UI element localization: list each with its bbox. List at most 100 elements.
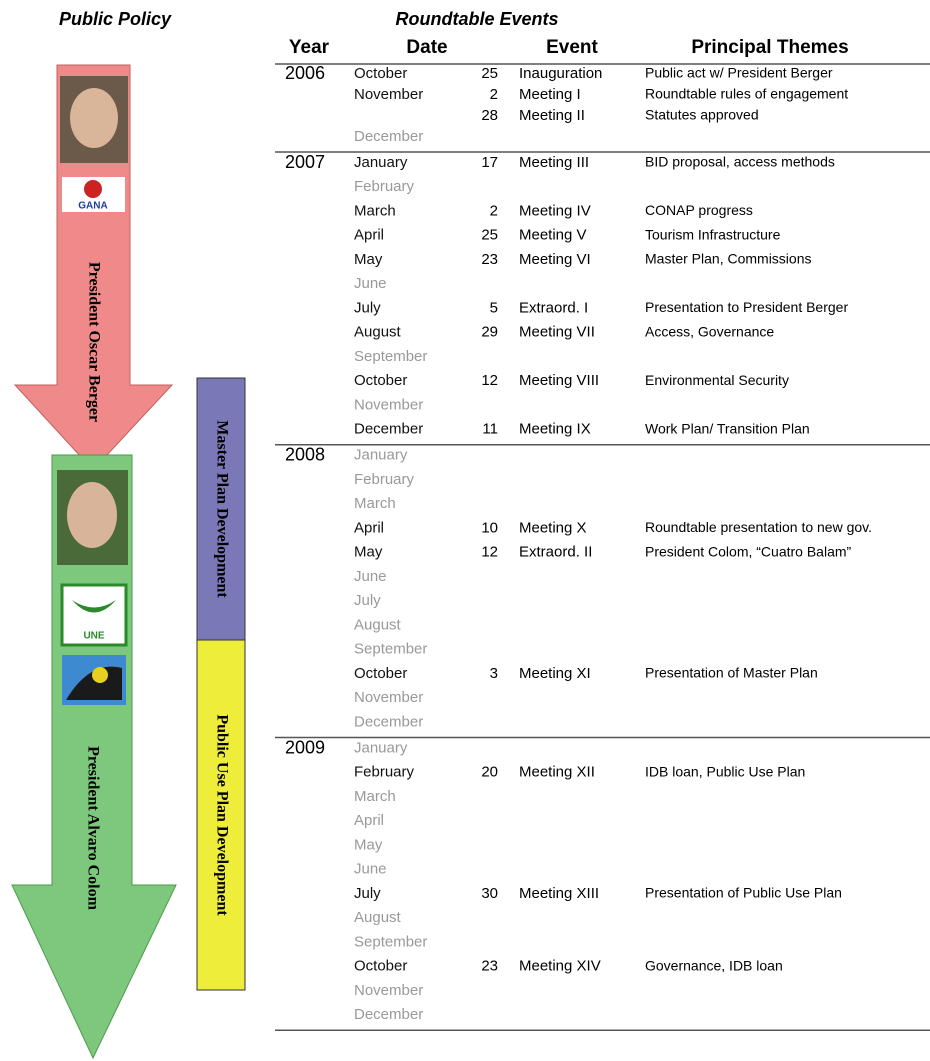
month: February [354,764,415,781]
theme: Access, Governance [645,323,774,339]
year: 2008 [285,445,325,465]
master-plan-label: Master Plan Development [213,420,230,598]
day: 2 [490,202,498,219]
event: Extraord. II [519,544,592,561]
theme: Presentation of Public Use Plan [645,885,842,901]
left-title: Public Policy [59,9,172,29]
right-title: Roundtable Events [395,9,558,29]
month: November [354,86,423,103]
month: June [354,861,387,878]
event: Meeting VIII [519,372,599,389]
theme: Roundtable rules of engagement [645,86,848,102]
column-header: Year [289,37,330,58]
month: August [354,616,402,633]
column-header: Principal Themes [691,37,848,58]
une-logo [60,583,128,647]
day: 25 [481,65,498,82]
event: Meeting VII [519,324,595,341]
event: Meeting IV [519,202,591,219]
year: 2007 [285,152,325,172]
event: Meeting V [519,227,587,244]
day: 29 [481,324,498,341]
une-text: UNE [83,631,104,642]
month: February [354,471,415,488]
event: Extraord. I [519,299,588,316]
colom-label: President Alvaro Colom [84,746,101,911]
month: September [354,641,427,658]
column-header: Date [406,37,447,58]
month: October [354,65,407,82]
month: November [354,689,423,706]
year: 2009 [285,737,325,757]
theme: CONAP progress [645,202,753,218]
month: November [354,982,423,999]
berger-arrow [13,64,174,471]
colom-arrow [11,454,177,1060]
month: December [354,128,423,145]
month: March [354,202,396,219]
month: July [354,592,381,609]
theme: Public act w/ President Berger [645,65,833,81]
event: Meeting II [519,107,585,124]
month: October [354,665,407,682]
event: Meeting VI [519,251,591,268]
berger-label: President Oscar Berger [85,262,102,422]
public-use-label: Public Use Plan Development [213,714,230,916]
theme: Tourism Infrastructure [645,226,781,242]
month: June [354,568,387,585]
event: Meeting X [519,519,587,536]
theme: Environmental Security [645,372,789,388]
month: June [354,275,387,292]
gana-text: GANA [78,201,107,212]
month: May [354,836,383,853]
month: March [354,788,396,805]
day: 20 [481,764,498,781]
month: January [354,447,408,464]
event: Meeting XIV [519,958,601,975]
month: September [354,933,427,950]
month: February [354,178,415,195]
month: January [354,739,408,756]
day: 2 [490,86,498,103]
month: October [354,958,407,975]
month: May [354,544,383,561]
theme: IDB loan, Public Use Plan [645,763,805,779]
month: December [354,1006,423,1023]
day: 11 [482,421,498,438]
month: December [354,421,423,438]
theme: Work Plan/ Transition Plan [645,420,810,436]
day: 12 [481,544,498,561]
event: Meeting III [519,154,589,171]
month: November [354,396,423,413]
theme: President Colom, “Cuatro Balam” [645,543,852,559]
day: 30 [481,885,498,902]
month: May [354,251,383,268]
month: October [354,372,407,389]
day: 23 [481,958,498,975]
column-header: Event [546,37,598,58]
theme: Presentation of Master Plan [645,665,818,681]
event: Meeting XIII [519,885,599,902]
day: 12 [481,372,498,389]
event: Meeting XI [519,665,591,682]
theme: Statutes approved [645,107,759,123]
theme: Roundtable presentation to new gov. [645,519,872,535]
month: April [354,519,384,536]
theme: Master Plan, Commissions [645,251,812,267]
event: Meeting IX [519,421,591,438]
month: April [354,227,384,244]
theme: Governance, IDB loan [645,957,783,973]
month: July [354,885,381,902]
berger-face [70,88,118,148]
month: August [354,909,402,926]
master-plan-bar [196,377,246,641]
day: 23 [481,251,498,268]
month: March [354,495,396,512]
event: Meeting XII [519,764,595,781]
month: April [354,812,384,829]
year: 2006 [285,63,325,83]
une-mark [72,600,116,613]
day: 5 [490,299,498,316]
day: 10 [481,519,498,536]
public-use-bar [196,639,246,991]
